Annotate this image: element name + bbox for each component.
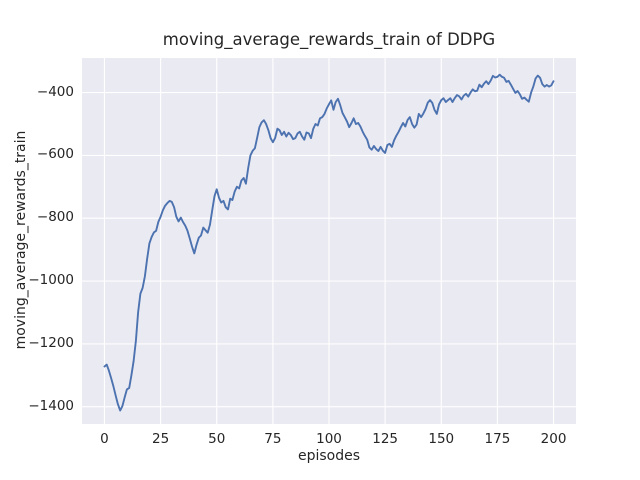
y-tick-label: −800 (36, 209, 74, 226)
x-tick-label: 75 (264, 431, 282, 447)
reward-line (103, 73, 555, 412)
x-tick-label: 50 (208, 431, 226, 447)
x-tick-label: 200 (540, 431, 567, 447)
y-tick-label: −1400 (28, 397, 74, 414)
x-tick-label: 25 (151, 431, 170, 447)
x-tick-label: 150 (428, 431, 455, 447)
y-axis-label: moving_average_rewards_train (13, 130, 29, 350)
chart-title: moving_average_rewards_train of DDPG (162, 30, 496, 49)
y-tick-label: −1000 (28, 272, 74, 289)
x-tick-label: 125 (372, 431, 399, 447)
y-tick-label: −600 (36, 146, 74, 163)
x-tick-label: 0 (100, 431, 109, 447)
x-tick-label: 100 (316, 431, 342, 447)
y-tick-label: −400 (36, 83, 74, 100)
x-tick-label: 175 (484, 431, 511, 447)
x-axis-label: episodes (297, 448, 361, 464)
y-tick-label: −1200 (28, 334, 74, 351)
